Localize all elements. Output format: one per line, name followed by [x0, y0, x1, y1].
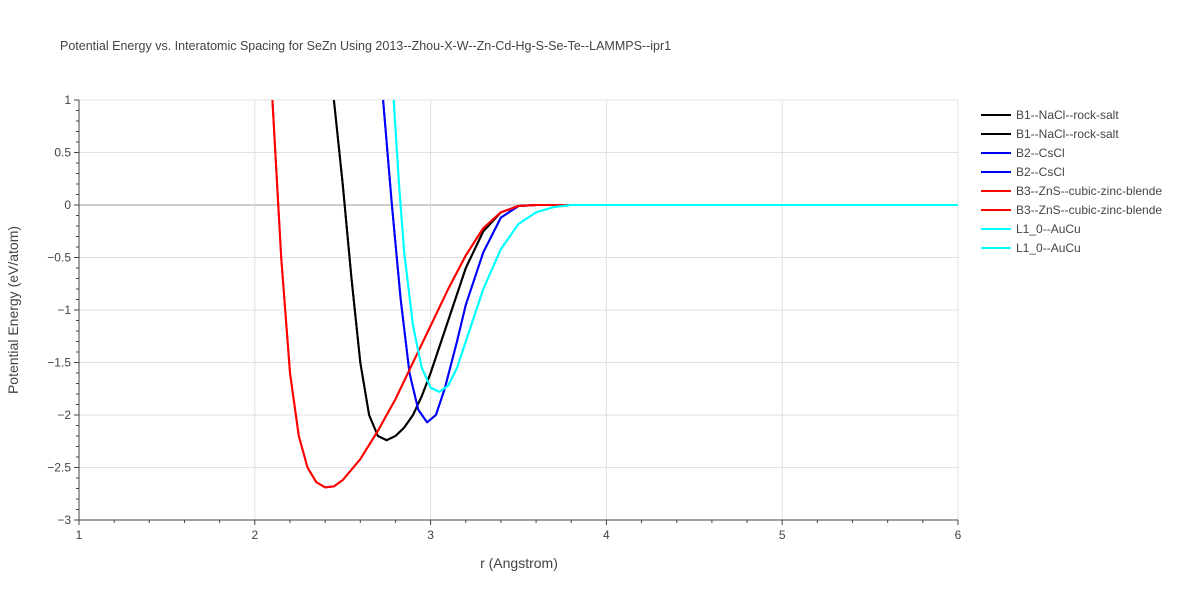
legend-label: L1_0--AuCu	[1016, 222, 1081, 236]
series-line-5	[271, 99, 958, 489]
legend-label: B2--CsCl	[1016, 165, 1065, 179]
x-tick-label: 5	[779, 528, 786, 542]
series-line-1	[332, 99, 958, 442]
y-tick-label: 0	[64, 198, 71, 212]
series-group	[271, 99, 958, 489]
series-line-7	[392, 99, 958, 393]
x-tick-label: 2	[251, 528, 258, 542]
legend-label: L1_0--AuCu	[1016, 241, 1081, 255]
x-tick-label: 1	[76, 528, 83, 542]
y-tick-label: 0.5	[54, 146, 71, 160]
series-line-6	[392, 99, 958, 393]
legend-item[interactable]: B2--CsCl	[981, 146, 1065, 160]
legend-item[interactable]: B2--CsCl	[981, 165, 1065, 179]
legend[interactable]: B1--NaCl--rock-salt B1--NaCl--rock-salt B2…	[981, 108, 1162, 255]
legend-item[interactable]: L1_0--AuCu	[981, 241, 1081, 255]
legend-label: B1--NaCl--rock-salt	[1016, 127, 1119, 141]
y-tick-label: −0.5	[47, 251, 71, 265]
legend-item[interactable]: B1--NaCl--rock-salt	[981, 108, 1119, 122]
x-tick-label: 4	[603, 528, 610, 542]
chart-title: Potential Energy vs. Interatomic Spacing…	[60, 39, 671, 53]
y-tick-label: −2.5	[47, 461, 71, 475]
x-tick-label: 6	[955, 528, 962, 542]
y-tick-label: −2	[57, 408, 71, 422]
y-axis-label: Potential Energy (eV/atom)	[5, 226, 21, 394]
legend-item[interactable]: B3--ZnS--cubic-zinc-blende	[981, 184, 1162, 198]
legend-label: B2--CsCl	[1016, 146, 1065, 160]
y-tick-label: 1	[64, 93, 71, 107]
x-axis-label: r (Angstrom)	[480, 555, 558, 571]
x-tick-label: 3	[427, 528, 434, 542]
legend-item[interactable]: B3--ZnS--cubic-zinc-blende	[981, 203, 1162, 217]
y-tick-label: −1.5	[47, 356, 71, 370]
series-line-0	[332, 99, 958, 442]
y-tick-label: −3	[57, 513, 71, 527]
y-tick-label: −1	[57, 303, 71, 317]
legend-label: B1--NaCl--rock-salt	[1016, 108, 1119, 122]
legend-label: B3--ZnS--cubic-zinc-blende	[1016, 184, 1162, 198]
legend-item[interactable]: B1--NaCl--rock-salt	[981, 127, 1119, 141]
grid	[79, 99, 959, 520]
axes: 1 2 3 4 5 6 −3 −2.5 −2 −1.5 −1 −0.5 0 0.5 1	[47, 93, 961, 542]
legend-item[interactable]: L1_0--AuCu	[981, 222, 1081, 236]
legend-label: B3--ZnS--cubic-zinc-blende	[1016, 203, 1162, 217]
